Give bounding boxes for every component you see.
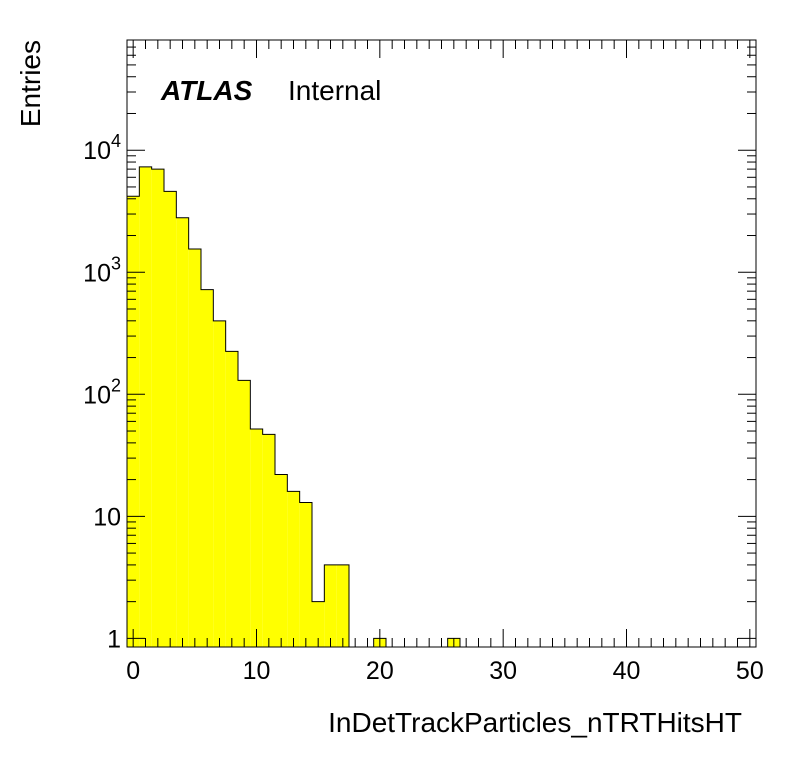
x-tick-label-50: 50 (736, 657, 764, 685)
y-tick-label-1: 1 (107, 625, 121, 653)
x-axis-title: InDetTrackParticles_nTRTHitsHT (328, 707, 742, 738)
histogram-bar-5 (188, 249, 201, 647)
x-tick-label-10: 10 (243, 657, 271, 685)
y-tick-label-10: 10 (93, 503, 121, 531)
histogram-bar-11 (262, 434, 275, 647)
histogram-bar-13 (287, 491, 300, 647)
histogram-bar-15 (312, 601, 325, 647)
x-tick-labels: 0 10 20 30 40 50 (126, 657, 764, 685)
x-tick-label-0: 0 (126, 657, 140, 685)
histogram-bar-1 (139, 166, 152, 647)
atlas-label: ATLAS (160, 75, 253, 106)
y-tick-label-10000: 104 (83, 131, 121, 165)
histogram-bar-7 (213, 320, 226, 647)
internal-label: Internal (288, 75, 381, 106)
x-tick-label-30: 30 (489, 657, 517, 685)
y-tick-label-100: 102 (83, 375, 121, 409)
histogram-bar-3 (164, 191, 177, 647)
y-axis-title: Entries (15, 40, 46, 127)
axis-ticks (127, 39, 756, 647)
histogram-bar-17 (336, 564, 349, 647)
histogram-bar-2 (151, 169, 164, 647)
x-tick-label-40: 40 (613, 657, 641, 685)
histogram-bars (127, 166, 460, 647)
histogram-bar-12 (275, 474, 288, 647)
histogram-bar-16 (324, 564, 337, 647)
histogram-bar-4 (176, 217, 189, 647)
histogram-bar-14 (299, 502, 312, 647)
y-tick-label-1000: 103 (83, 253, 121, 287)
histogram-bar-10 (250, 428, 263, 647)
y-tick-labels: 1 10 102 103 104 (83, 131, 121, 653)
histogram-bar-9 (238, 380, 251, 647)
x-tick-label-20: 20 (366, 657, 394, 685)
histogram-bar-6 (201, 289, 214, 647)
plot-frame (126, 39, 757, 648)
histogram-bar-8 (225, 351, 238, 647)
